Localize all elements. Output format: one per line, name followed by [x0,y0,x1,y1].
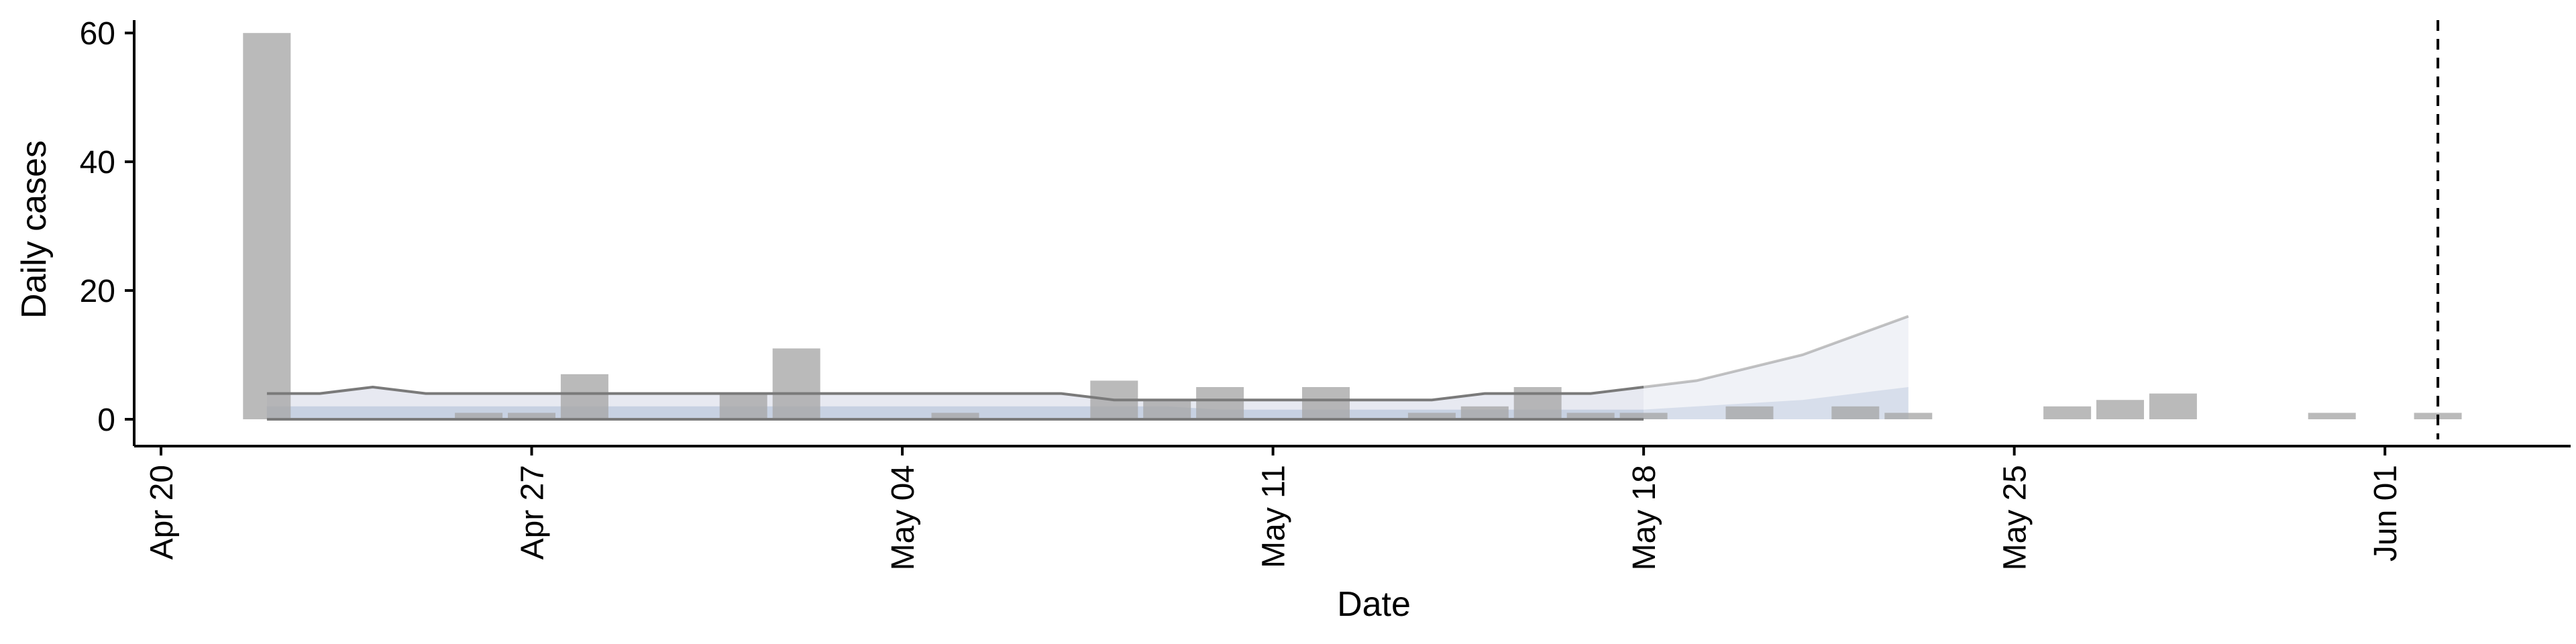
case-bar [1513,387,1562,419]
x-tick-label: May 11 [1256,465,1292,568]
case-bar [1831,406,1880,419]
case-bar [931,413,979,419]
case-bar [1407,413,1456,419]
case-bar [1302,387,1350,419]
case-bar [1143,400,1191,419]
x-tick-label: May 25 [1998,465,2033,570]
estimate-upper-line [266,385,1644,402]
y-axis-title: Daily cases [15,140,54,319]
forecast-band-90 [1644,316,1909,419]
case-bar [2096,400,2144,419]
case-bar [560,374,608,419]
case-bar [1460,406,1509,419]
case-bar [455,413,503,419]
case-bar [1884,413,1933,419]
y-tick-label: 40 [80,145,115,180]
x-tick-label: May 04 [885,465,921,570]
x-tick-label: May 18 [1627,465,1662,570]
y-tick-label: 0 [97,402,115,438]
case-bar [1566,413,1615,419]
case-bar [2043,406,2092,419]
case-bar [1196,387,1244,419]
plot-area [243,20,2462,439]
x-tick-label: Jun 01 [2368,465,2404,561]
case-bar [2149,393,2197,419]
y-tick-label: 20 [80,274,115,309]
y-tick-label: 60 [80,16,115,52]
case-bar [719,393,767,419]
forecast-upper-line [1643,315,1909,388]
case-bar [508,413,555,419]
case-bar [1619,413,1668,419]
case-bar [243,33,291,419]
x-axis-title: Date [1337,585,1411,624]
x-tick-label: Apr 27 [515,465,551,559]
x-tick-label: Apr 20 [144,465,180,559]
case-bar [772,348,820,419]
case-bar [2308,413,2356,419]
axes: 0 20 40 60 Apr 20 Apr 27 May 04 May 11 May 18 May… [80,16,2571,570]
case-bar [1725,406,1774,419]
